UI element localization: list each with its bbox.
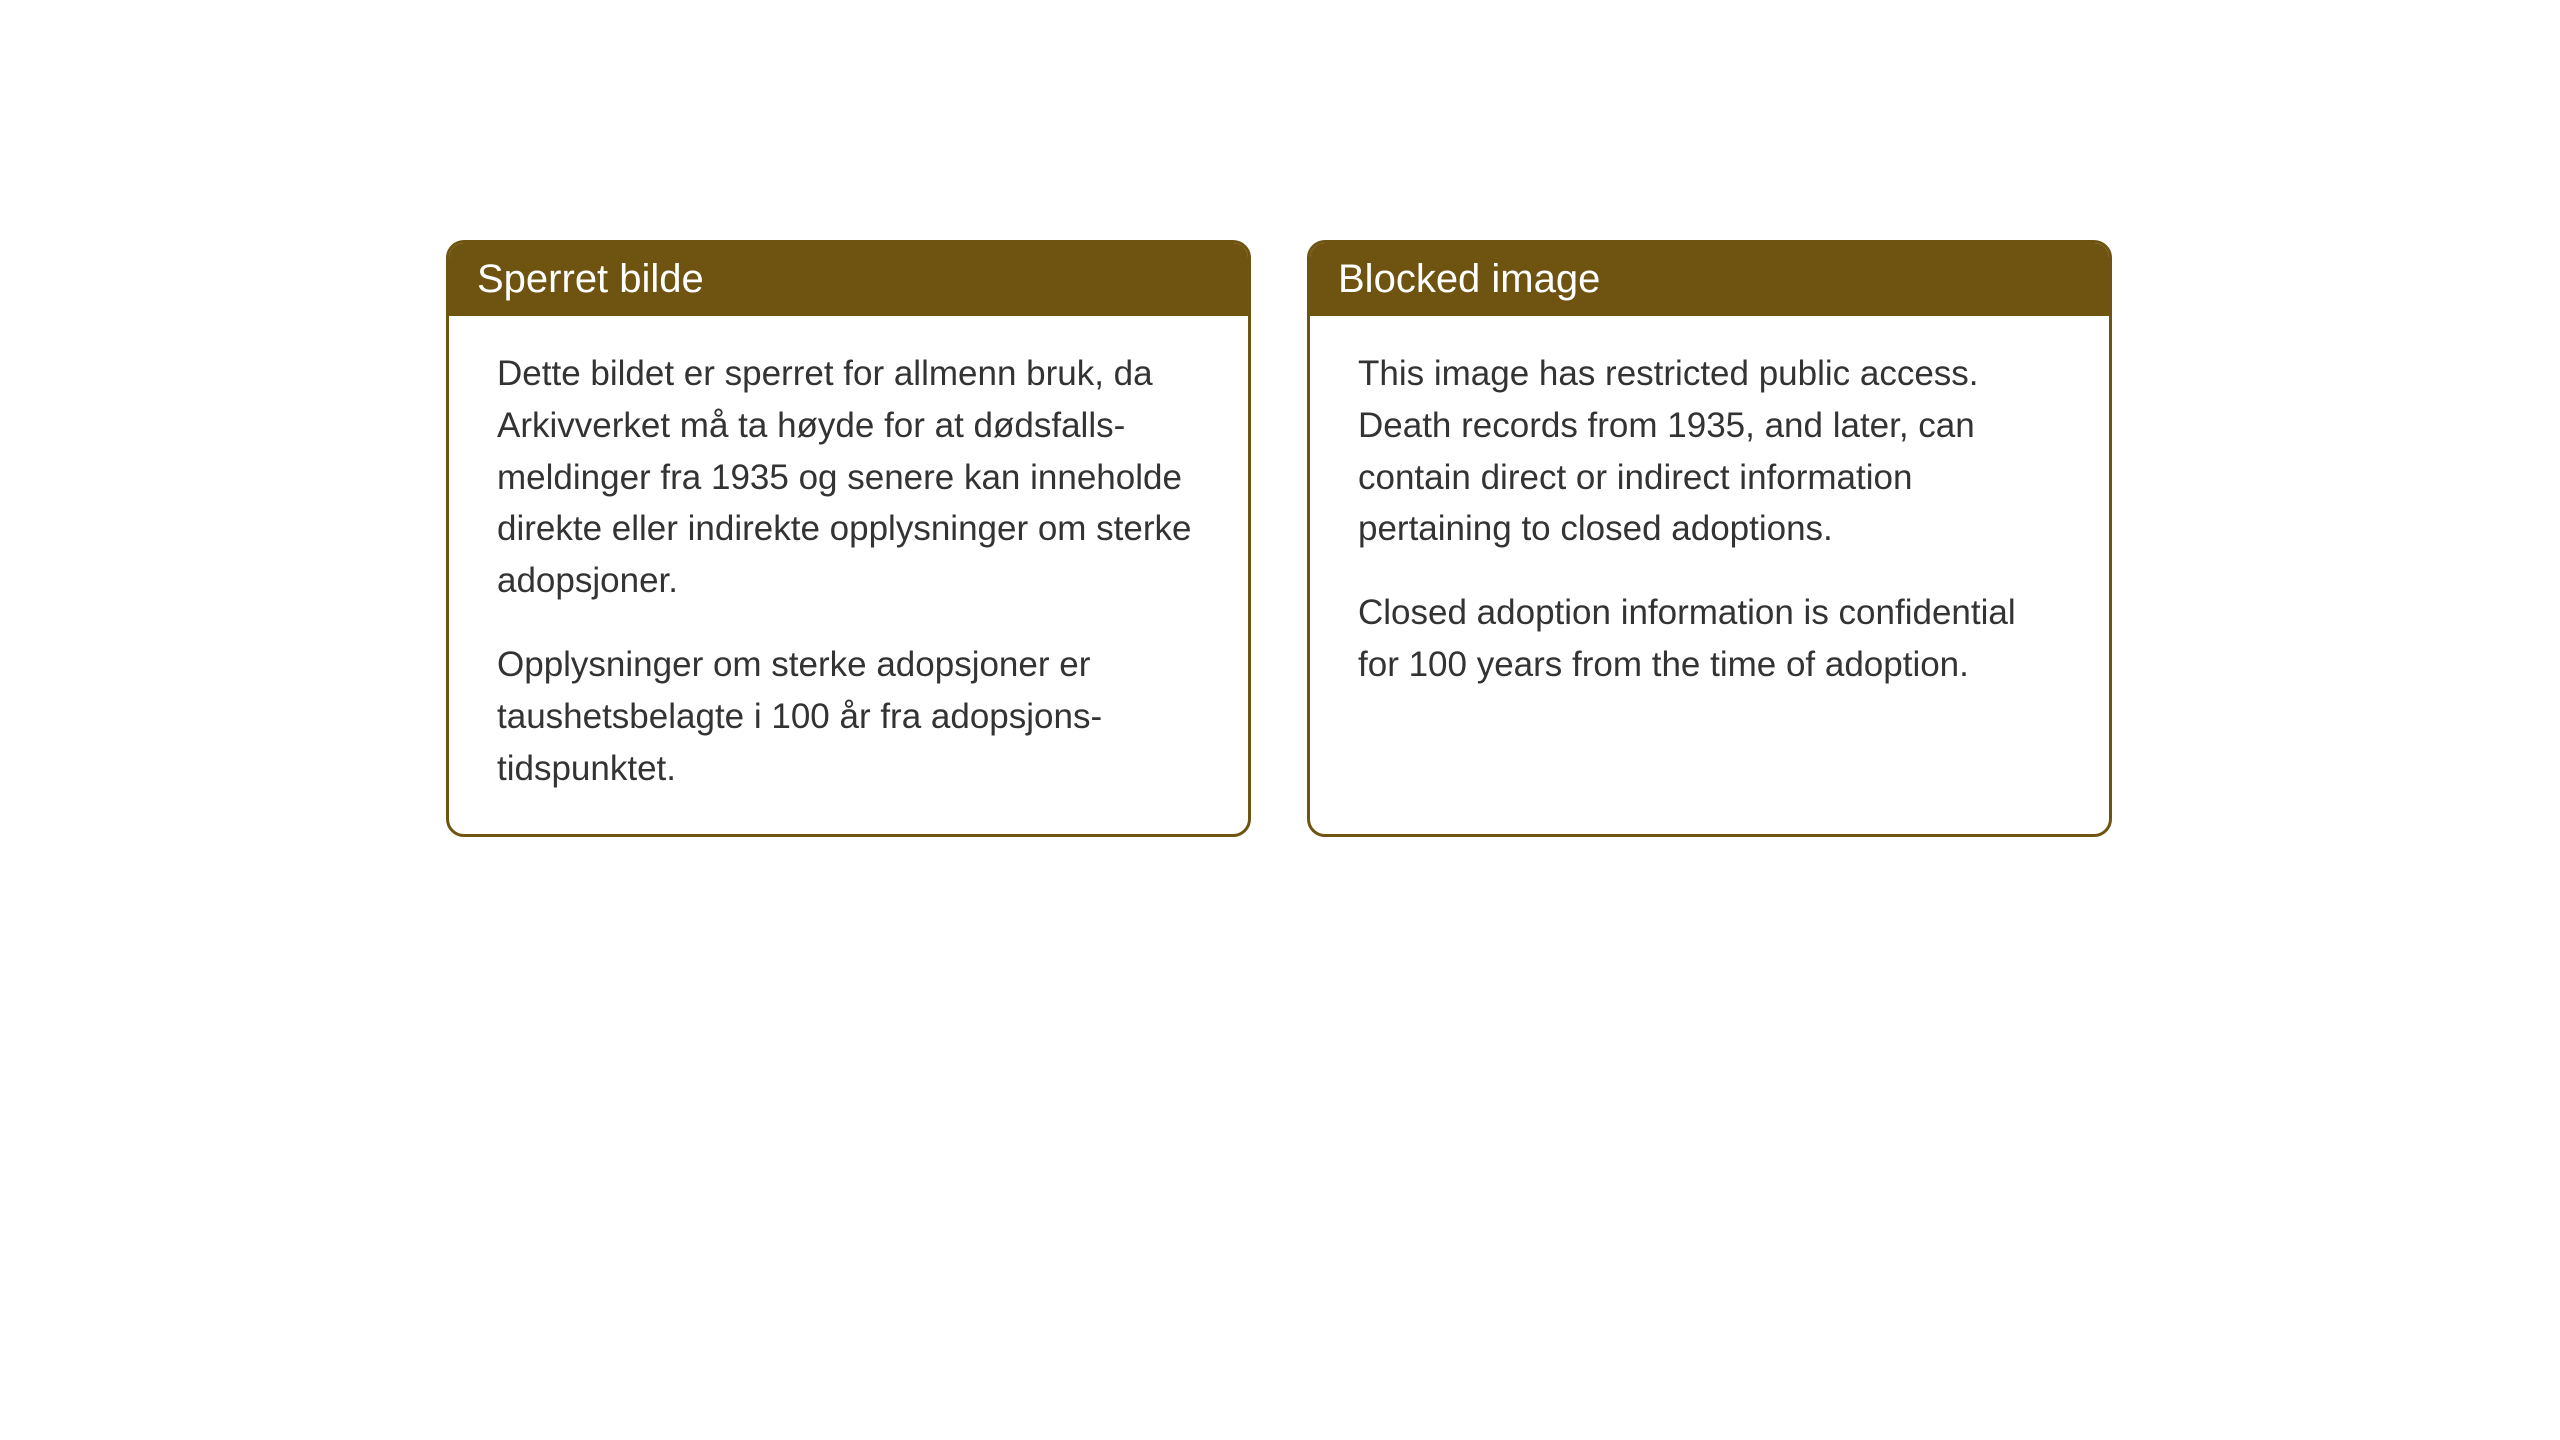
card-body-english: This image has restricted public access.… (1310, 316, 2109, 731)
notice-card-norwegian: Sperret bilde Dette bildet er sperret fo… (446, 240, 1251, 837)
card-paragraph-1-english: This image has restricted public access.… (1358, 348, 2061, 555)
card-header-norwegian: Sperret bilde (449, 243, 1248, 316)
notice-container: Sperret bilde Dette bildet er sperret fo… (446, 240, 2112, 837)
card-paragraph-1-norwegian: Dette bildet er sperret for allmenn bruk… (497, 348, 1200, 607)
card-header-english: Blocked image (1310, 243, 2109, 316)
card-paragraph-2-english: Closed adoption information is confident… (1358, 587, 2061, 691)
card-body-norwegian: Dette bildet er sperret for allmenn bruk… (449, 316, 1248, 834)
card-title-norwegian: Sperret bilde (477, 257, 704, 301)
notice-card-english: Blocked image This image has restricted … (1307, 240, 2112, 837)
card-paragraph-2-norwegian: Opplysninger om sterke adopsjoner er tau… (497, 639, 1200, 794)
card-title-english: Blocked image (1338, 257, 1600, 301)
